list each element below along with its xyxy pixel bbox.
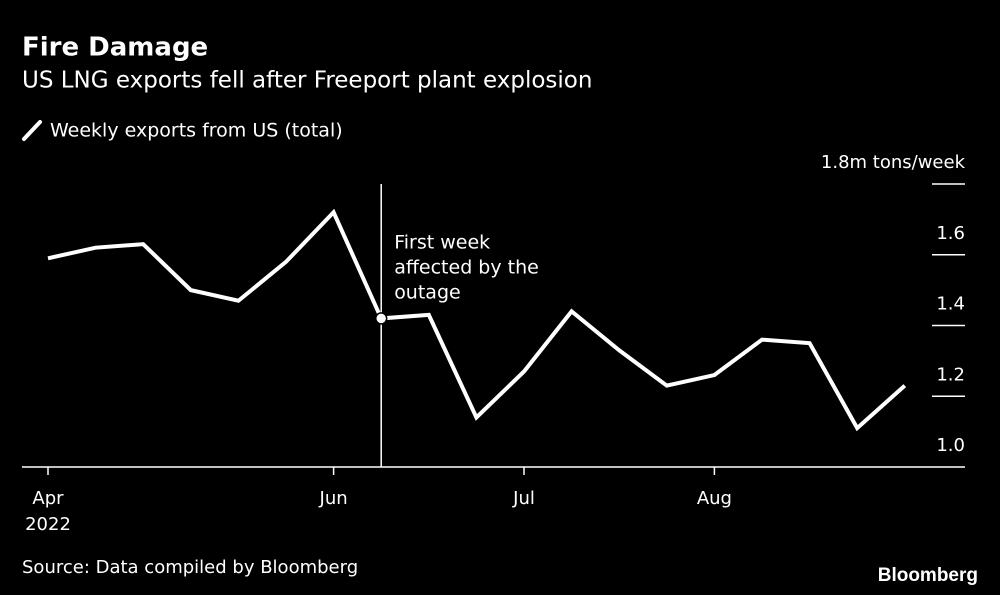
legend-icon [22,120,42,141]
y-tick-label: 1.6 [936,223,965,244]
source: Source: Data compiled by Bloomberg [22,557,358,578]
series-line [47,208,907,432]
annotation-dot [374,312,388,325]
annotation-text: First week [394,232,490,254]
y-tick-label: 1.8m tons/week [821,152,966,173]
chart-title: Fire Damage [22,33,208,63]
x-tick-label: Apr [32,488,64,509]
y-tick-label: 1.4 [936,294,965,315]
x-tick-label: Jul [512,488,535,509]
y-tick-label: 1.2 [936,364,965,385]
annotation-text: affected by the [394,257,539,279]
x-year-label: 2022 [25,514,71,535]
y-tick-label: 1.0 [936,435,965,456]
legend-label: Weekly exports from US (total) [50,120,343,142]
x-tick-label: Jun [319,488,348,509]
brand-logo: Bloomberg [878,565,978,586]
chart-subtitle: US LNG exports fell after Freeport plant… [22,68,592,94]
x-tick-label: Aug [697,488,732,509]
annotation-text: outage [394,282,461,304]
